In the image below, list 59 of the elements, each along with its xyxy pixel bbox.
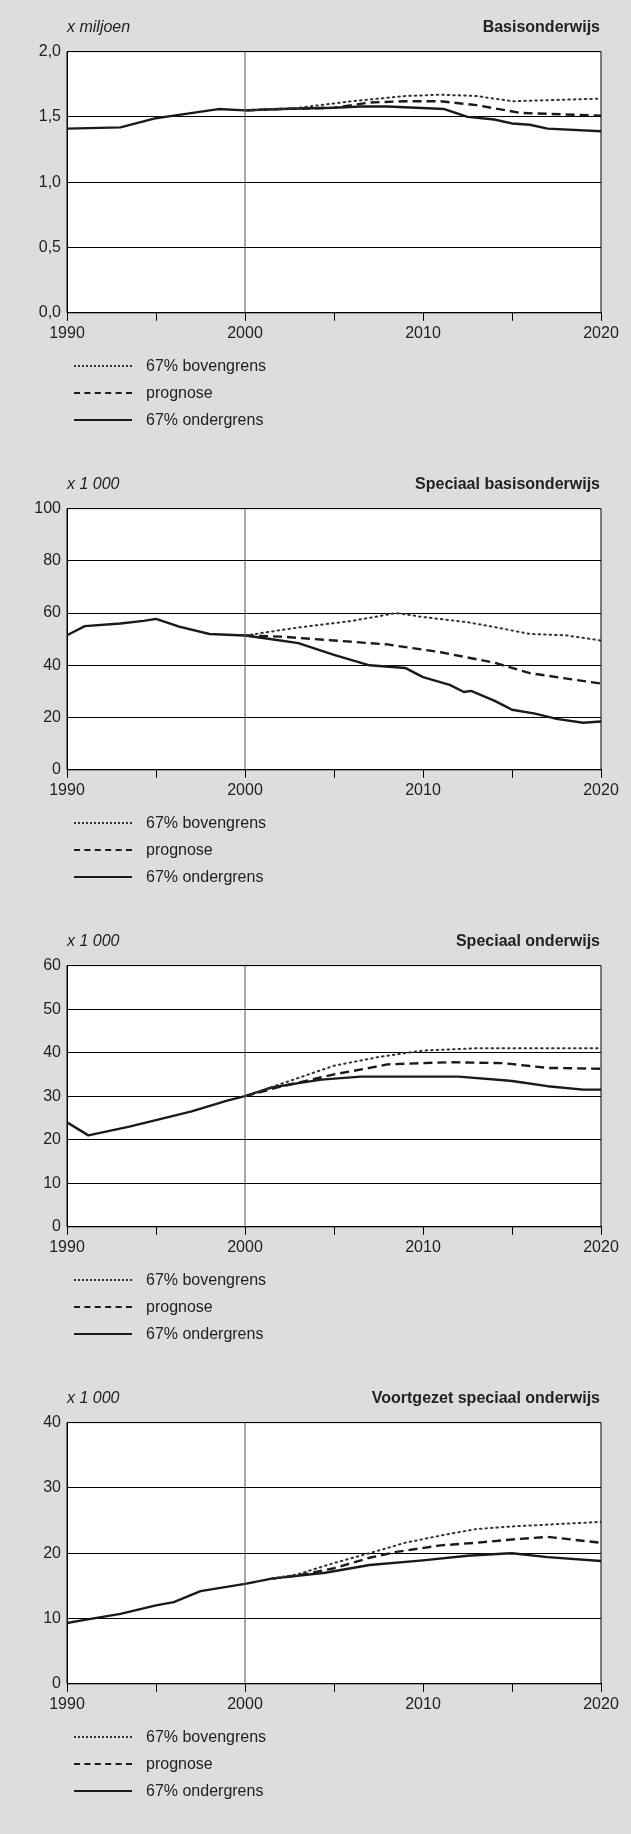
x-tick-label: 1990 (49, 323, 85, 341)
x-tick-label: 2000 (227, 323, 263, 341)
legend-label: 67% ondergrens (146, 867, 264, 886)
legend-label: 67% bovengrens (146, 1270, 267, 1289)
x-tick-label: 2010 (405, 1694, 441, 1712)
chart-title: Voortgezet speciaal onderwijs (371, 1389, 600, 1407)
y-tick-label: 60 (43, 603, 62, 621)
x-tick-label: 2020 (583, 1694, 619, 1712)
x-tick-label: 2000 (227, 1237, 263, 1255)
y-tick-label: 10 (43, 1173, 62, 1191)
x-tick-label: 2010 (405, 323, 441, 341)
y-tick-label: 40 (43, 1413, 62, 1431)
y-tick-label: 80 (43, 551, 62, 569)
x-tick-label: 2010 (405, 780, 441, 798)
y-tick-label: 0 (52, 760, 62, 778)
y-tick-label: 0,5 (38, 237, 62, 255)
x-tick-label: 1990 (49, 1694, 85, 1712)
y-axis-title: x miljoen (67, 18, 131, 36)
legend-label: prognose (146, 383, 213, 402)
legend-label: 67% ondergrens (146, 1781, 264, 1800)
legend-label: 67% ondergrens (146, 1324, 264, 1343)
y-tick-label: 1,0 (38, 172, 62, 190)
x-tick-label: 1990 (49, 780, 85, 798)
y-tick-label: 50 (43, 999, 62, 1017)
legend-label: 67% bovengrens (146, 356, 267, 375)
y-tick-label: 0 (52, 1674, 62, 1692)
legend-label: 67% bovengrens (146, 1727, 267, 1746)
y-tick-label: 30 (43, 1478, 62, 1496)
chart-title: Basisonderwijs (482, 18, 600, 36)
x-tick-label: 2020 (583, 780, 619, 798)
y-tick-label: 2,0 (38, 42, 62, 60)
x-tick-label: 2000 (227, 1694, 263, 1712)
y-tick-label: 20 (43, 707, 62, 725)
y-axis-title: x 1 000 (67, 1389, 120, 1407)
x-tick-label: 1990 (49, 1237, 85, 1255)
legend-label: 67% bovengrens (146, 813, 267, 832)
y-tick-label: 0 (52, 1217, 62, 1235)
y-tick-label: 20 (43, 1130, 62, 1148)
legend-label: prognose (146, 1754, 213, 1773)
x-tick-label: 2020 (583, 323, 619, 341)
legend-label: prognose (146, 1297, 213, 1316)
legend-label: prognose (146, 840, 213, 859)
y-tick-label: 1,5 (38, 107, 62, 125)
y-tick-label: 30 (43, 1086, 62, 1104)
y-tick-label: 60 (43, 956, 62, 974)
x-tick-label: 2020 (583, 1237, 619, 1255)
y-tick-label: 40 (43, 655, 62, 673)
chart-title: Speciaal onderwijs (455, 932, 600, 950)
x-tick-label: 2000 (227, 780, 263, 798)
y-axis-title: x 1 000 (67, 932, 120, 950)
y-axis-title: x 1 000 (67, 475, 120, 493)
y-tick-label: 0,0 (38, 303, 62, 321)
y-tick-label: 20 (43, 1543, 62, 1561)
y-tick-label: 10 (43, 1608, 62, 1626)
y-tick-label: 40 (43, 1043, 62, 1061)
x-tick-label: 2010 (405, 1237, 441, 1255)
chart-title: Speciaal basisonderwijs (415, 475, 600, 493)
y-tick-label: 100 (34, 499, 62, 517)
legend-label: 67% ondergrens (146, 410, 264, 429)
